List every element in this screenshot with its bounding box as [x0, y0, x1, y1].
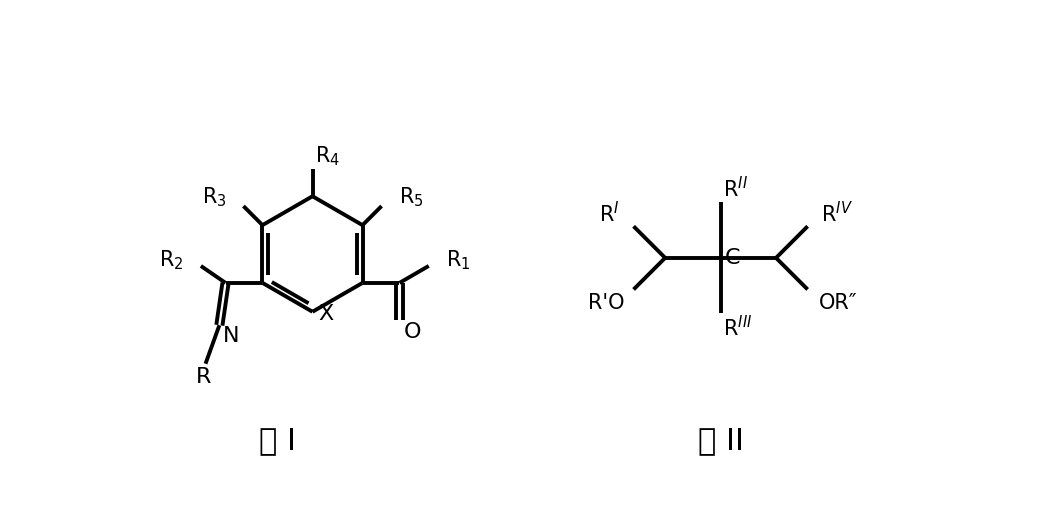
Text: C: C	[725, 248, 740, 268]
Text: 式 I: 式 I	[259, 426, 296, 455]
Text: R$^{III}$: R$^{III}$	[723, 315, 752, 340]
Text: R: R	[196, 367, 211, 387]
Text: N: N	[222, 326, 239, 346]
Text: OR″: OR″	[819, 293, 857, 313]
Text: R$^{II}$: R$^{II}$	[723, 176, 748, 201]
Text: O: O	[404, 322, 421, 342]
Text: R$^{I}$: R$^{I}$	[599, 201, 620, 227]
Text: R$_5$: R$_5$	[398, 185, 424, 209]
Text: R$_3$: R$_3$	[202, 185, 226, 209]
Text: R$_1$: R$_1$	[446, 248, 470, 271]
Text: R$^{IV}$: R$^{IV}$	[822, 201, 854, 227]
Text: R$_4$: R$_4$	[314, 144, 340, 168]
Text: X: X	[318, 304, 333, 324]
Text: R'O: R'O	[588, 293, 624, 313]
Text: R$_2$: R$_2$	[159, 248, 184, 271]
Text: 式 II: 式 II	[698, 426, 743, 455]
